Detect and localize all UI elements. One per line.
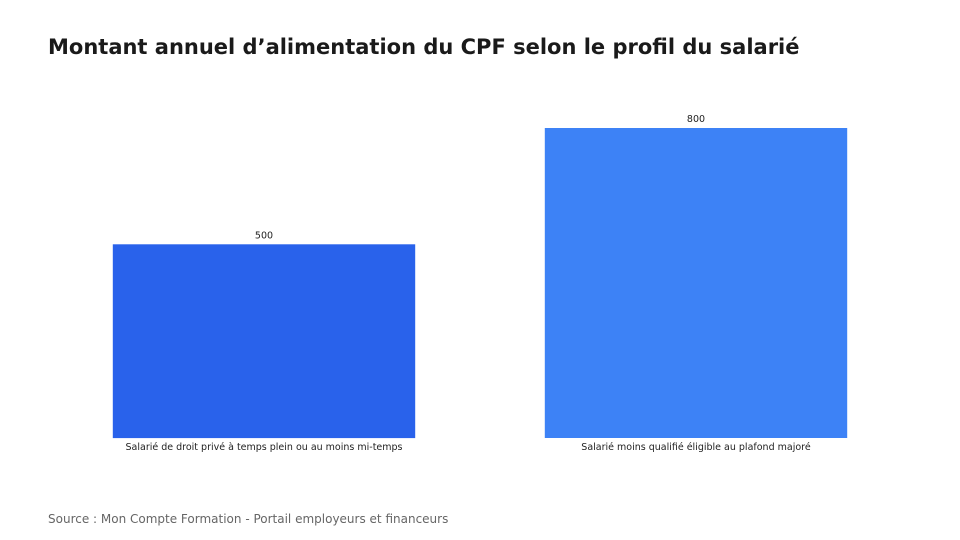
chart-title: Montant annuel d’alimentation du CPF sel… <box>48 35 800 59</box>
bar-value-label: 500 <box>255 230 273 241</box>
bars-group: 500 Salarié de droit privé à temps plein … <box>112 114 848 453</box>
x-tick-label: Salarié de droit privé à temps plein ou … <box>126 442 403 453</box>
source-note: Source : Mon Compte Formation - Portail … <box>48 512 449 526</box>
bar-1 <box>112 244 416 439</box>
bar-value-label: 800 <box>687 114 705 125</box>
x-tick-label: Salarié moins qualifié éligible au plafo… <box>581 442 811 453</box>
bar-2 <box>544 128 848 438</box>
